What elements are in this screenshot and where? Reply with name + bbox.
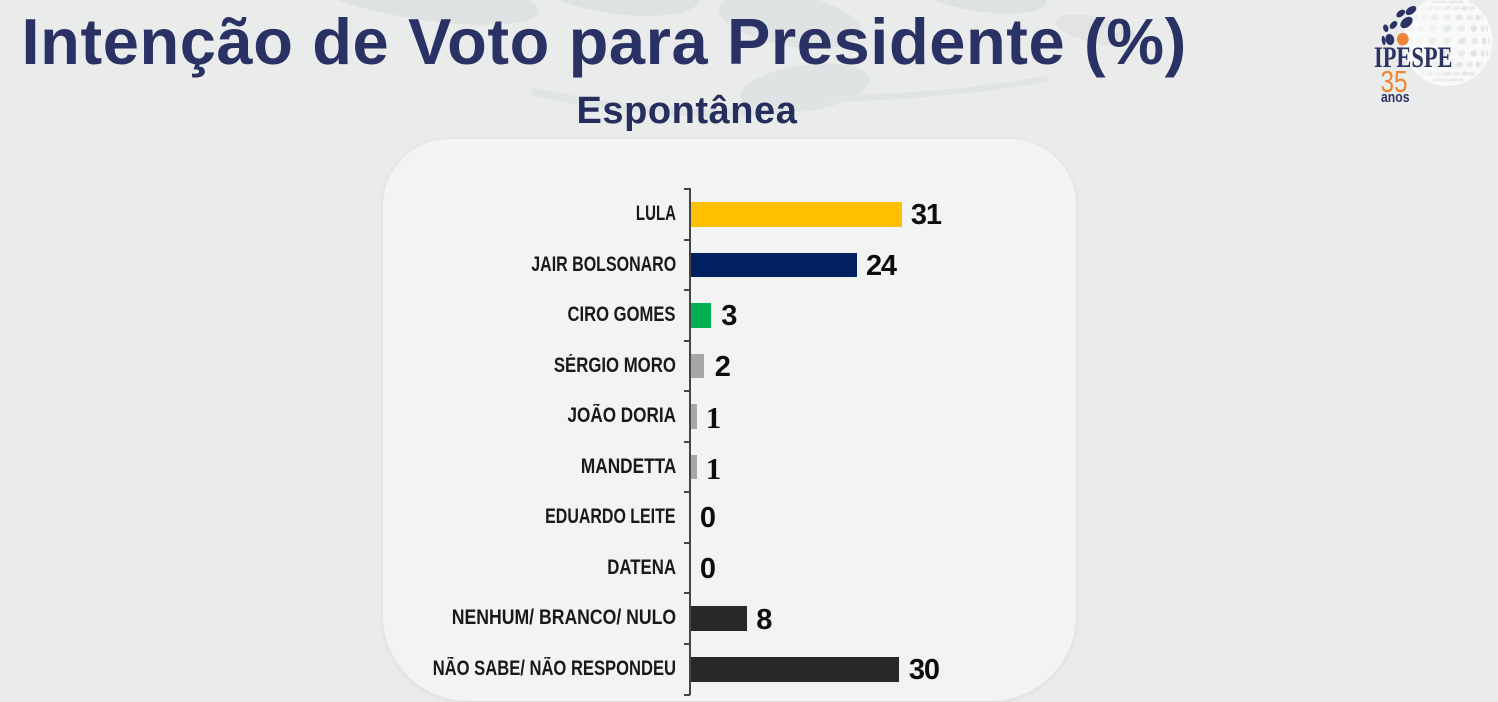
- svg-text:35: 35: [1381, 64, 1408, 99]
- svg-text:IPESPE: IPESPE: [1374, 41, 1453, 74]
- svg-text:anos: anos: [1381, 89, 1410, 106]
